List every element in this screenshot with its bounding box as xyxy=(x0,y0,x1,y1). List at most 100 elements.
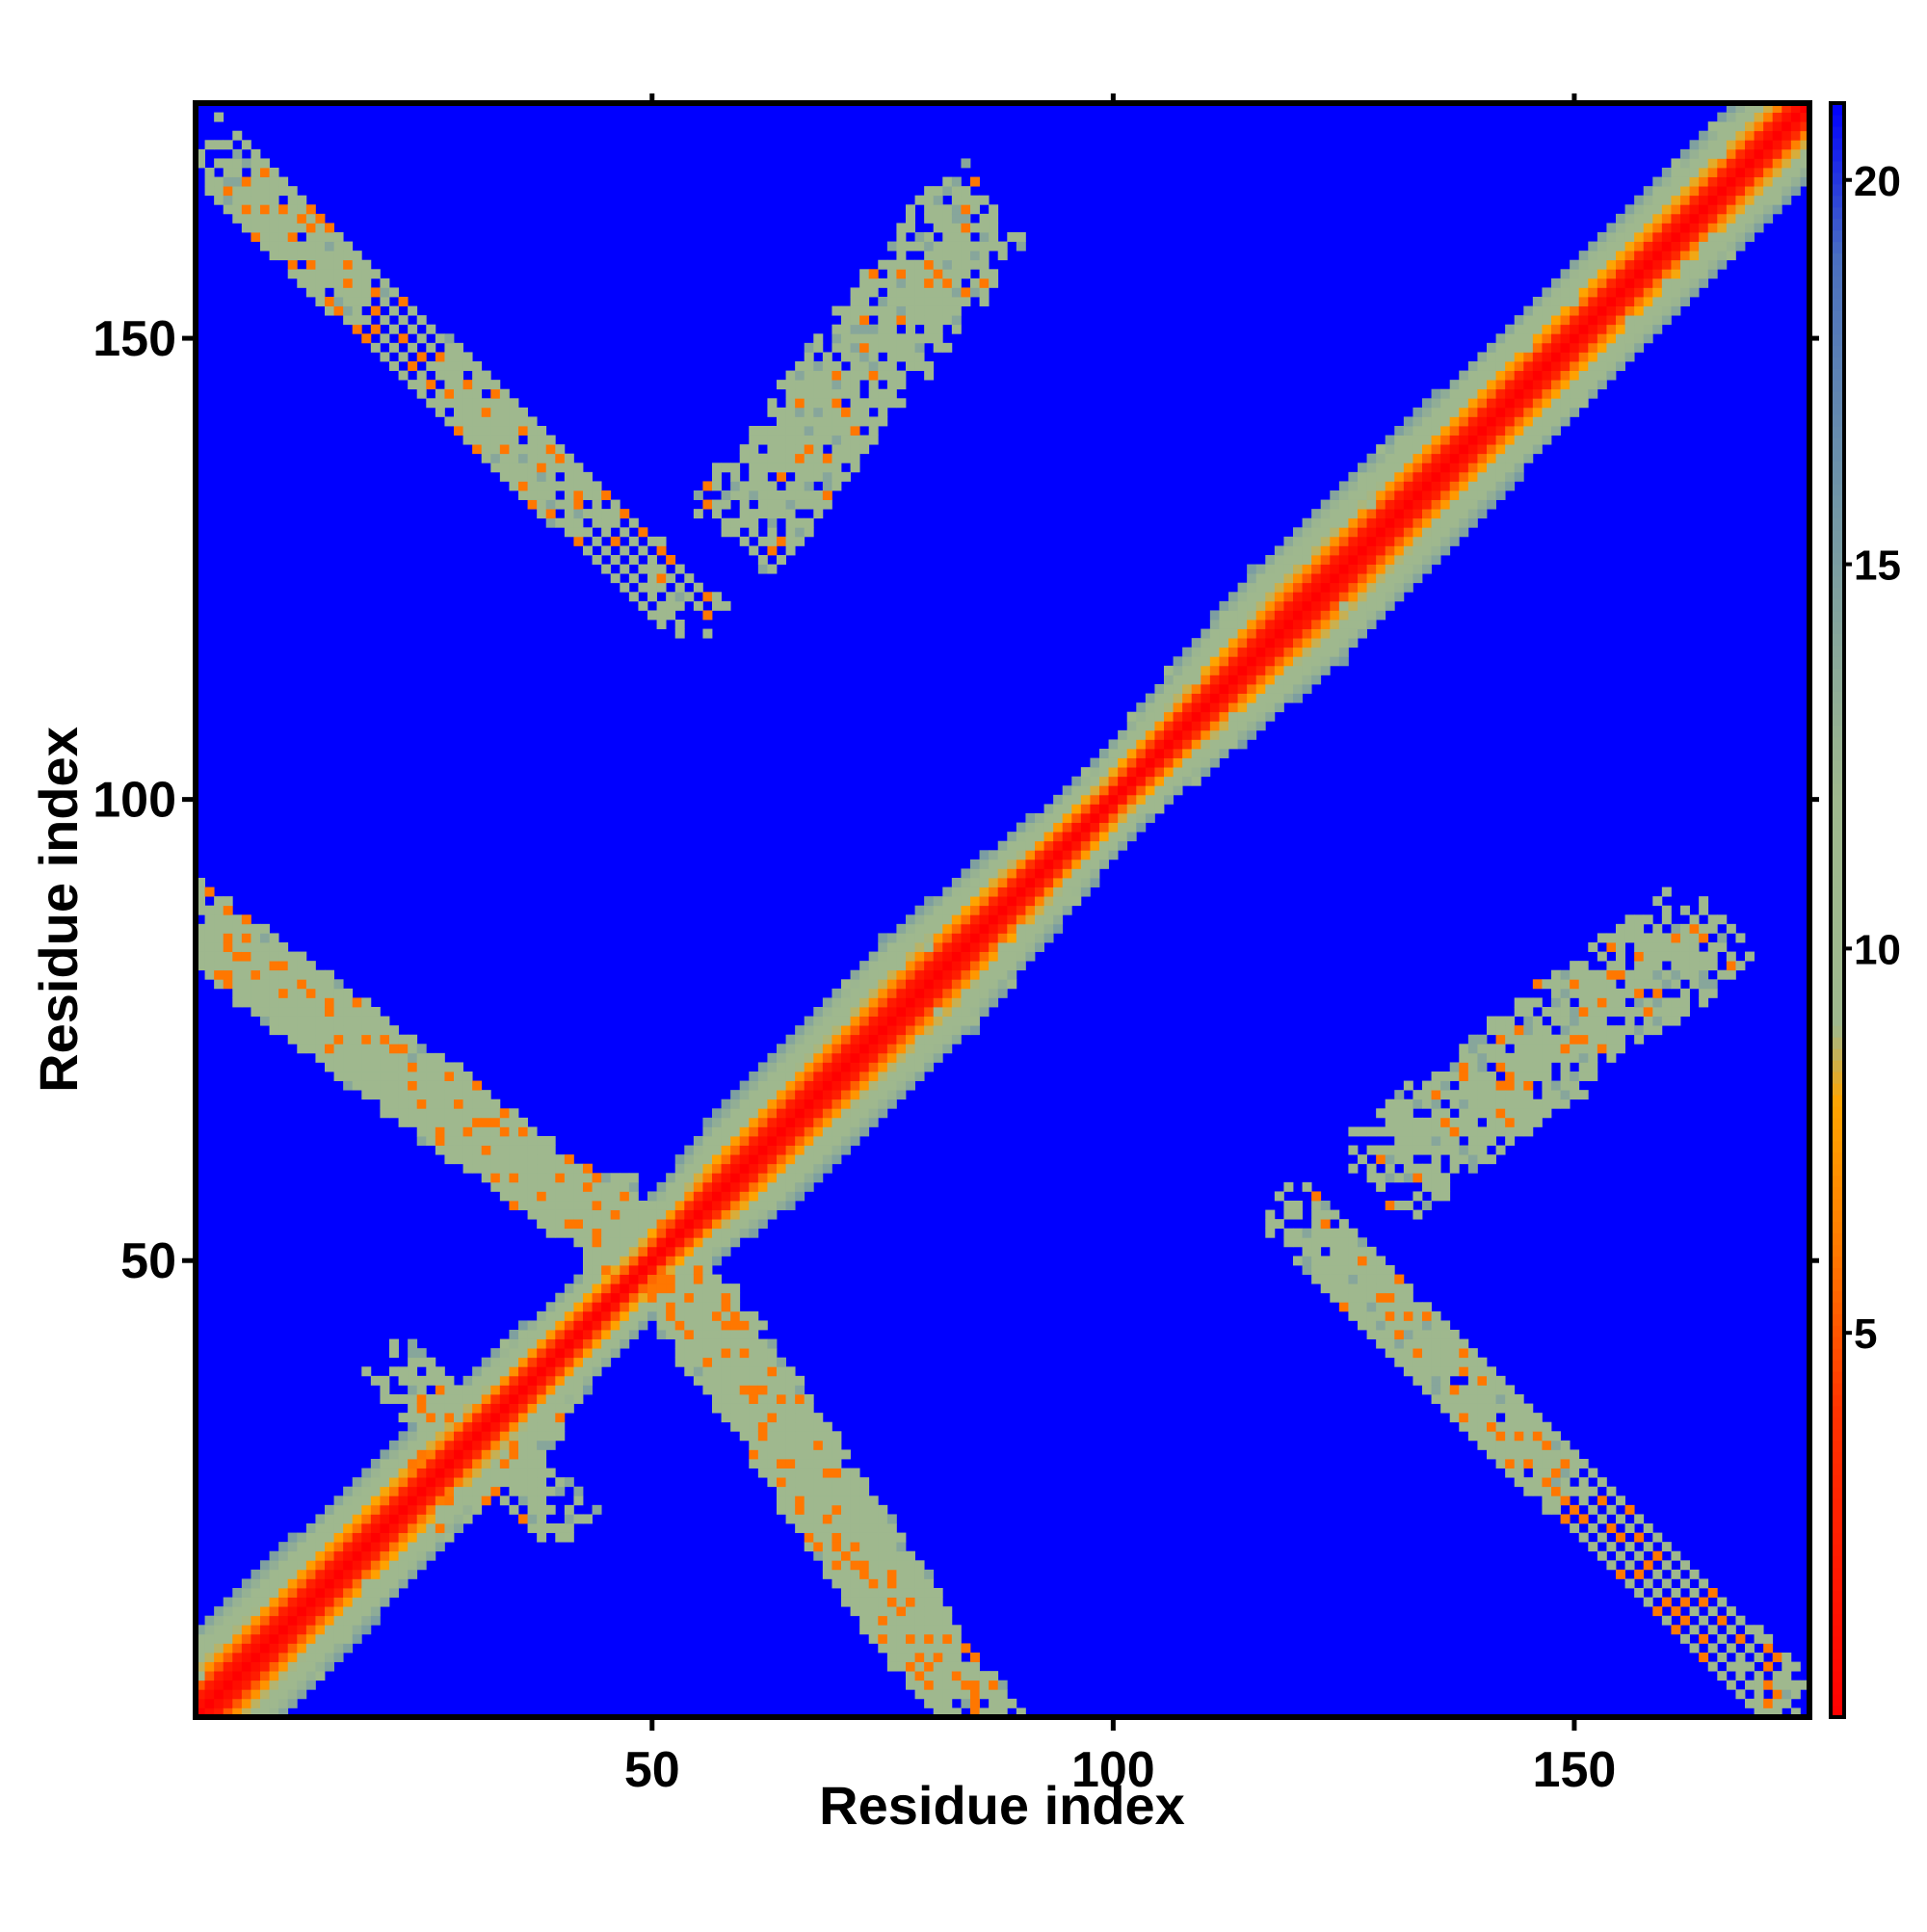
heatmap-cell xyxy=(1274,555,1284,565)
heatmap-cell xyxy=(628,1265,639,1275)
heatmap-cell xyxy=(785,1080,796,1091)
heatmap-cell xyxy=(389,287,399,298)
heatmap-cell xyxy=(462,1495,473,1506)
heatmap-cell xyxy=(1412,1366,1423,1377)
heatmap-cell xyxy=(398,1569,409,1579)
heatmap-cell xyxy=(739,1108,750,1119)
heatmap-cell xyxy=(859,297,870,306)
heatmap-cell xyxy=(832,1486,842,1496)
heatmap-cell xyxy=(942,914,953,925)
heatmap-cell xyxy=(223,204,233,215)
heatmap-cell xyxy=(472,1145,483,1155)
heatmap-cell xyxy=(269,1569,279,1579)
heatmap-cell xyxy=(1560,1034,1571,1045)
heatmap-cell xyxy=(269,204,279,215)
heatmap-cell xyxy=(416,1550,427,1561)
heatmap-cell xyxy=(444,380,455,390)
heatmap-cell xyxy=(1311,1256,1322,1266)
heatmap-cell xyxy=(1422,1385,1432,1395)
heatmap-cell xyxy=(1118,804,1128,814)
heatmap-cell xyxy=(435,1542,445,1552)
heatmap-cell xyxy=(426,1523,436,1533)
heatmap-cell xyxy=(1403,481,1413,491)
heatmap-cell xyxy=(537,1532,547,1543)
heatmap-cell xyxy=(628,1228,639,1238)
heatmap-cell xyxy=(1403,536,1413,546)
heatmap-cell xyxy=(767,426,778,436)
heatmap-cell xyxy=(1523,1016,1534,1026)
heatmap-cell xyxy=(942,969,953,980)
heatmap-cell xyxy=(1043,896,1054,907)
heatmap-cell xyxy=(444,1421,455,1432)
heatmap-cell xyxy=(777,1431,786,1442)
heatmap-cell xyxy=(1487,388,1496,399)
heatmap-cell xyxy=(325,1643,334,1654)
heatmap-cell xyxy=(886,380,897,390)
heatmap-cell xyxy=(1366,1320,1377,1331)
heatmap-cell xyxy=(730,1330,741,1339)
heatmap-cell xyxy=(352,1615,362,1626)
heatmap-cell xyxy=(785,527,796,538)
heatmap-cell xyxy=(1477,490,1488,500)
heatmap-cell xyxy=(1043,832,1054,842)
heatmap-cell xyxy=(380,1542,390,1552)
heatmap-cell xyxy=(1532,398,1543,409)
heatmap-cell xyxy=(1348,573,1359,584)
heatmap-cell xyxy=(361,1034,372,1045)
heatmap-cell xyxy=(850,997,860,1008)
heatmap-cell xyxy=(1560,278,1571,288)
heatmap-cell xyxy=(767,1375,778,1386)
heatmap-cell xyxy=(961,868,971,879)
heatmap-cell xyxy=(1440,1375,1451,1386)
heatmap-cell xyxy=(389,1468,399,1478)
heatmap-cell xyxy=(1542,1090,1552,1100)
heatmap-cell xyxy=(1523,1431,1534,1442)
heatmap-cell xyxy=(1403,1284,1413,1294)
heatmap-cell xyxy=(804,444,814,455)
heatmap-cell xyxy=(1385,463,1395,473)
heatmap-cell xyxy=(989,1689,999,1700)
heatmap-cell xyxy=(333,1597,344,1607)
heatmap-cell xyxy=(712,1274,722,1284)
heatmap-cell xyxy=(1330,509,1340,519)
heatmap-cell xyxy=(573,536,584,546)
heatmap-cell xyxy=(287,1633,298,1644)
heatmap-cell xyxy=(1431,555,1441,565)
heatmap-cell xyxy=(785,536,796,546)
heatmap-cell xyxy=(223,961,233,971)
heatmap-cell xyxy=(564,471,574,482)
heatmap-cell xyxy=(1209,757,1220,768)
heatmap-cell xyxy=(1449,380,1460,390)
heatmap-cell xyxy=(868,1062,879,1072)
heatmap-cell xyxy=(951,1707,962,1718)
heatmap-cell xyxy=(813,1431,824,1442)
heatmap-cell xyxy=(859,1588,870,1598)
heatmap-cell xyxy=(942,278,953,288)
heatmap-cell xyxy=(684,1310,695,1321)
heatmap-cell xyxy=(1376,1108,1386,1119)
heatmap-cell xyxy=(1007,859,1017,869)
heatmap-cell xyxy=(196,887,205,897)
heatmap-cell xyxy=(564,1292,574,1303)
heatmap-cell xyxy=(1293,647,1303,657)
heatmap-cell xyxy=(767,1145,778,1155)
heatmap-cell xyxy=(472,1366,483,1377)
heatmap-cell xyxy=(739,1126,750,1137)
heatmap-cell xyxy=(1320,1284,1331,1294)
heatmap-cell xyxy=(785,499,796,510)
heatmap-cell xyxy=(1570,361,1580,371)
heatmap-cell xyxy=(749,1209,759,1220)
heatmap-cell xyxy=(389,1080,399,1091)
heatmap-cell xyxy=(997,896,1008,907)
heatmap-cell xyxy=(1449,527,1460,538)
heatmap-cell xyxy=(583,1246,593,1257)
heatmap-cell xyxy=(1099,804,1109,814)
heatmap-cell xyxy=(859,1072,870,1081)
heatmap-cell xyxy=(1385,1163,1395,1174)
heatmap-cell xyxy=(408,1459,418,1469)
heatmap-cell xyxy=(822,1080,832,1091)
heatmap-cell xyxy=(545,1394,556,1404)
heatmap-cell xyxy=(232,979,243,990)
heatmap-cell xyxy=(1459,453,1469,463)
heatmap-cell xyxy=(785,517,796,528)
